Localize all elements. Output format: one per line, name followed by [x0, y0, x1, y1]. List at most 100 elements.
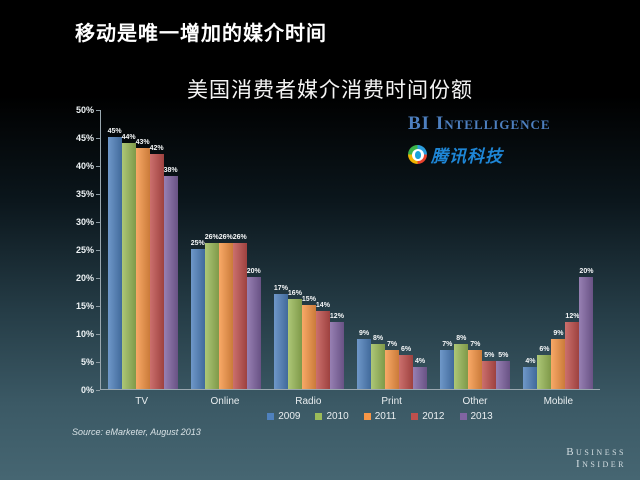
bar-value-label: 6%	[539, 346, 550, 354]
tencent-logo-text: 腾讯科技	[431, 147, 503, 166]
bar-print-2010: 8%	[371, 335, 386, 389]
bar-online-2012: 26%	[233, 234, 247, 389]
bar-tv-2011: 43%	[136, 139, 150, 389]
bar-mobile-2010: 6%	[537, 346, 552, 389]
y-axis-tick-label: 50%	[75, 105, 94, 115]
y-axis-tick-label: 15%	[75, 301, 94, 311]
bar-online-2013: 20%	[247, 268, 261, 389]
legend-swatch-icon	[315, 413, 323, 420]
bar-value-label: 38%	[163, 167, 178, 175]
y-axis-tick-label: 5%	[80, 357, 94, 367]
bar-value-label: 12%	[565, 312, 580, 320]
legend-label: 2011	[374, 411, 397, 422]
bar-value-label: 26%	[232, 234, 247, 242]
bar-value-label: 12%	[329, 312, 344, 320]
y-axis-tick-label: 30%	[75, 217, 94, 227]
bar-value-label: 17%	[273, 284, 288, 292]
bar-online-2011: 26%	[219, 234, 233, 389]
source-note: Source: eMarketer, August 2013	[72, 427, 201, 437]
bar-value-label: 9%	[359, 329, 370, 337]
bar-print-2012: 6%	[399, 346, 414, 389]
bar-value-label: 5%	[484, 352, 495, 359]
bar-radio-2009: 17%	[274, 285, 288, 389]
business-insider-logo: Business Insider	[566, 446, 626, 470]
bar-group-other: 7% 8% 7% 5% 5%	[434, 110, 517, 389]
bar-value-label: 9%	[553, 329, 564, 337]
bar-value-label: 8%	[456, 335, 467, 343]
bar-value-label: 6%	[401, 346, 412, 354]
business-insider-logo-line2: Insider	[575, 458, 626, 470]
y-axis-tick-mark	[96, 390, 100, 391]
y-axis: 0% 5% 10% 15% 20% 25% 30% 35% 40% 45% 50%	[58, 105, 94, 395]
chart-legend: 2009 2010 2011 2012 2013	[130, 411, 630, 422]
bar-tv-2013: 38%	[164, 167, 178, 389]
bar-value-label: 20%	[246, 268, 261, 275]
y-axis-tick-mark	[96, 166, 100, 167]
legend-swatch-icon	[363, 413, 371, 420]
bar-mobile-2012: 12%	[565, 313, 579, 389]
legend-swatch-icon	[267, 413, 275, 420]
legend-item-2010: 2010	[315, 411, 349, 422]
x-axis-category-label: Radio	[295, 396, 322, 407]
legend-item-2012: 2012	[411, 411, 445, 422]
bar-value-label: 7%	[442, 340, 453, 348]
legend-label: 2010	[326, 411, 349, 422]
bar-radio-2011: 15%	[302, 296, 316, 389]
bar-value-label: 43%	[135, 139, 150, 147]
legend-label: 2009	[278, 411, 301, 422]
bar-other-2012: 5%	[482, 352, 497, 389]
bar-group-mobile: 4% 6% 9% 12% 20%	[517, 110, 600, 389]
chart-title: 美国消费者媒介消费时间份额	[187, 79, 473, 102]
bar-print-2011: 7%	[385, 341, 400, 389]
bar-tv-2010: 44%	[122, 134, 136, 389]
bar-value-label: 16%	[287, 290, 302, 298]
y-axis-tick-label: 40%	[75, 161, 94, 171]
x-axis-category-label: Other	[462, 396, 488, 407]
bar-mobile-2009: 4%	[523, 358, 538, 389]
bi-intelligence-logo: BI Intelligence	[408, 113, 551, 134]
bar-group-online: 25% 26% 26% 26% 20%	[184, 110, 267, 389]
bar-value-label: 4%	[415, 357, 426, 365]
bar-value-label: 26%	[218, 234, 233, 242]
tencent-logo: 腾讯科技	[408, 142, 503, 167]
bar-value-label: 20%	[579, 268, 594, 275]
bar-online-2009: 25%	[191, 240, 205, 389]
x-axis-category-label: TV	[135, 396, 149, 407]
y-axis-tick-mark	[96, 362, 100, 363]
bar-value-label: 25%	[190, 240, 205, 247]
page-title: 移动是唯一增加的媒介时间	[75, 23, 327, 45]
bar-value-label: 5%	[498, 352, 509, 359]
legend-swatch-icon	[459, 413, 467, 420]
bar-value-label: 14%	[315, 301, 330, 309]
y-axis-tick-mark	[96, 250, 100, 251]
bar-group-tv: 45% 44% 43% 42% 38%	[101, 110, 184, 389]
legend-label: 2012	[422, 411, 445, 422]
bar-mobile-2013: 20%	[579, 268, 593, 389]
bar-other-2010: 8%	[454, 335, 469, 389]
bar-value-label: 15%	[301, 296, 316, 303]
bar-value-label: 42%	[149, 144, 164, 152]
bar-value-label: 4%	[525, 357, 536, 365]
legend-item-2011: 2011	[363, 411, 397, 422]
bar-value-label: 8%	[373, 335, 384, 343]
bar-mobile-2011: 9%	[551, 330, 566, 389]
y-axis-tick-mark	[96, 278, 100, 279]
legend-item-2013: 2013	[459, 411, 493, 422]
y-axis-tick-mark	[96, 138, 100, 139]
bar-radio-2013: 12%	[330, 313, 344, 389]
legend-item-2009: 2009	[267, 411, 300, 422]
y-axis-tick-mark	[96, 194, 100, 195]
legend-label: 2013	[470, 411, 493, 422]
x-axis-category-label: Online	[210, 396, 240, 407]
y-axis-tick-label: 35%	[75, 189, 94, 199]
y-axis-tick-mark	[96, 334, 100, 335]
x-axis-category-label: Mobile	[543, 396, 574, 407]
bar-value-label: 45%	[107, 128, 122, 135]
y-axis-tick-mark	[96, 306, 100, 307]
legend-swatch-icon	[411, 413, 419, 420]
bar-tv-2012: 42%	[150, 145, 164, 389]
y-axis-tick-label: 25%	[75, 245, 94, 255]
bar-value-label: 7%	[470, 340, 481, 348]
business-insider-logo-line1: Business	[566, 446, 626, 458]
